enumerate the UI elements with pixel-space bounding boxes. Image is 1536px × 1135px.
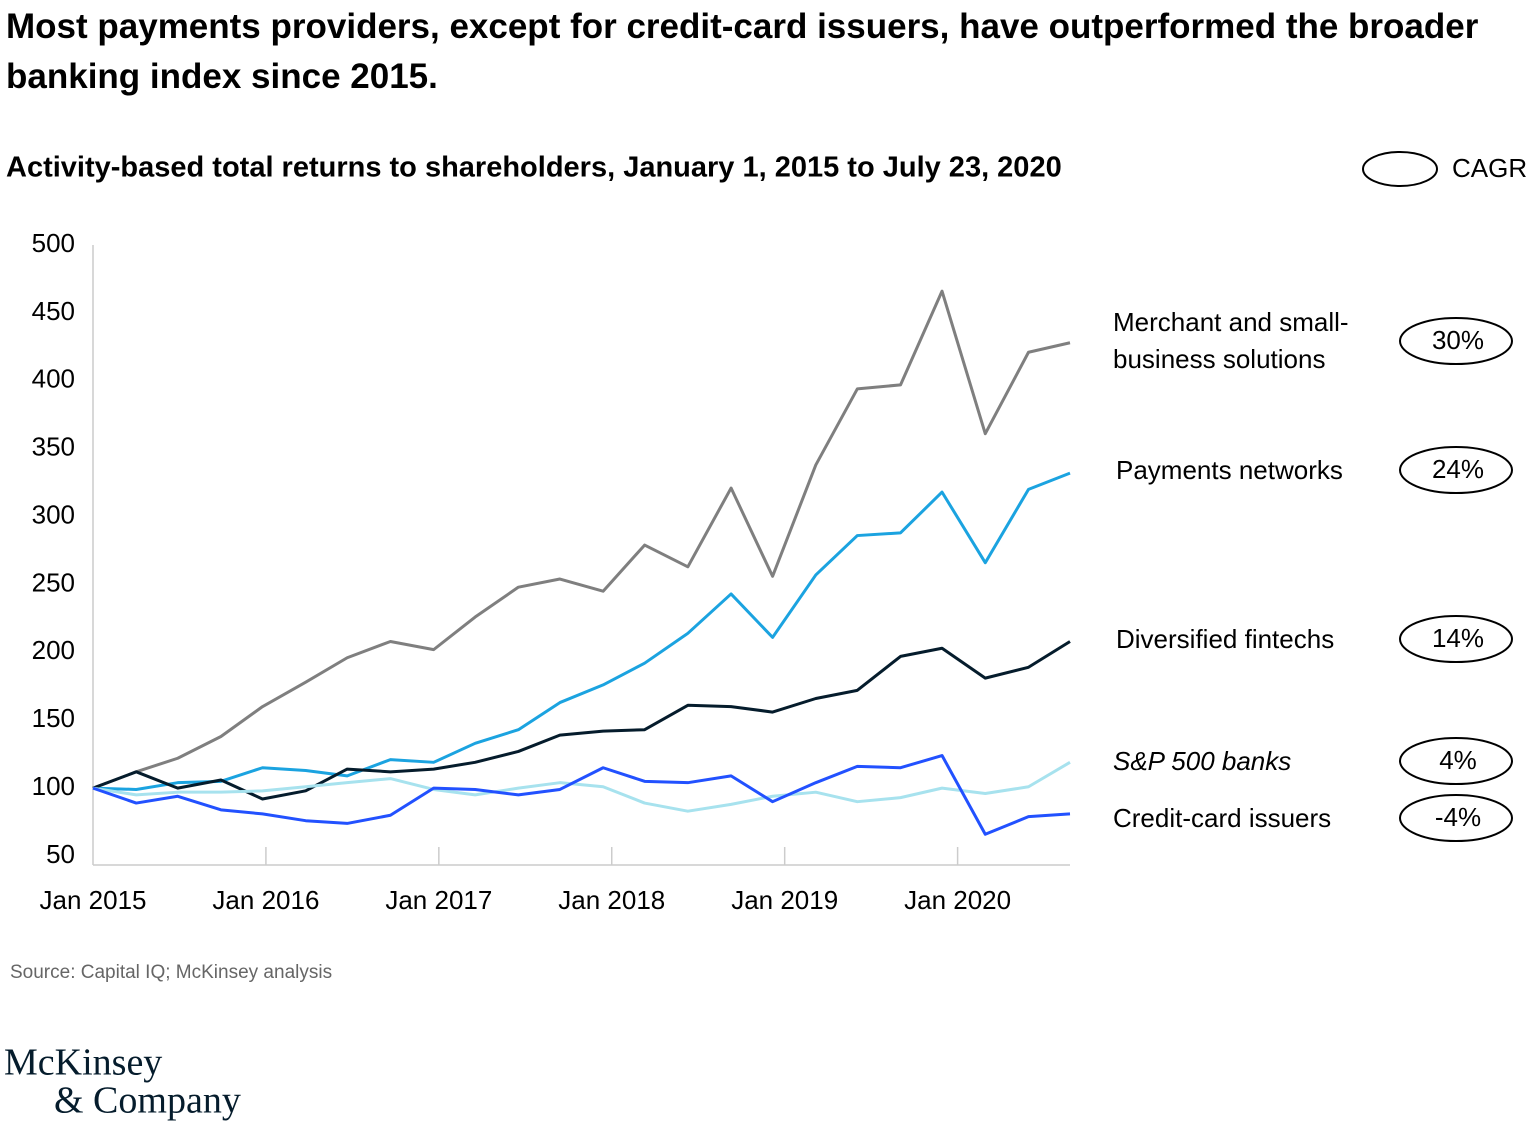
series-line <box>92 761 1071 813</box>
y-tick-label: 50 <box>46 839 75 869</box>
cagr-label: 24% <box>1432 454 1484 484</box>
series-label: Payments networks <box>1116 454 1343 485</box>
y-tick-label: 200 <box>32 635 75 665</box>
cagr-label: 30% <box>1432 325 1484 355</box>
series-label: Credit-card issuers <box>1113 802 1332 833</box>
y-tick-label: 300 <box>32 499 75 529</box>
logo: McKinsey <box>4 1042 162 1084</box>
legend-label: CAGR <box>1452 153 1527 183</box>
series-label: Diversified fintechs <box>1116 623 1335 654</box>
y-tick-label: 350 <box>32 432 75 462</box>
cagr-label: 4% <box>1439 745 1477 775</box>
cagr-ellipse <box>1399 615 1513 663</box>
x-tick-label: Jan 2016 <box>212 885 319 915</box>
x-tick-label: Jan 2018 <box>558 885 665 915</box>
x-tick-label: Jan 2020 <box>904 885 1011 915</box>
y-tick-label: 150 <box>32 703 75 733</box>
cagr-ellipse <box>1399 794 1513 842</box>
cagr-ellipse <box>1399 317 1513 365</box>
x-tick-label: Jan 2017 <box>385 885 492 915</box>
x-tick-label: Jan 2015 <box>40 885 147 915</box>
y-tick-label: 100 <box>32 771 75 801</box>
source: Source: Capital IQ; McKinsey analysis <box>10 962 332 983</box>
y-tick-label: 400 <box>32 364 75 394</box>
series-line <box>92 754 1071 836</box>
x-tick-label: Jan 2019 <box>731 885 838 915</box>
y-tick-label: 250 <box>32 567 75 597</box>
legend-ellipse <box>1362 151 1438 187</box>
cagr-label: -4% <box>1435 802 1481 832</box>
cagr-ellipse <box>1399 737 1513 785</box>
series-label: S&P 500 banks <box>1113 745 1292 776</box>
series-line <box>92 289 1071 790</box>
series-line <box>92 471 1071 791</box>
y-tick-label: 500 <box>32 228 75 258</box>
chart-title: Most payments providers, except for cred… <box>6 7 1479 96</box>
cagr-ellipse <box>1399 446 1513 494</box>
series-label: Merchant and small-business solutions <box>1113 307 1349 374</box>
series-line <box>92 640 1071 801</box>
logo: & Company <box>54 1080 241 1122</box>
chart-subtitle: Activity-based total returns to sharehol… <box>6 152 1062 184</box>
y-tick-label: 450 <box>32 296 75 326</box>
cagr-label: 14% <box>1432 623 1484 653</box>
